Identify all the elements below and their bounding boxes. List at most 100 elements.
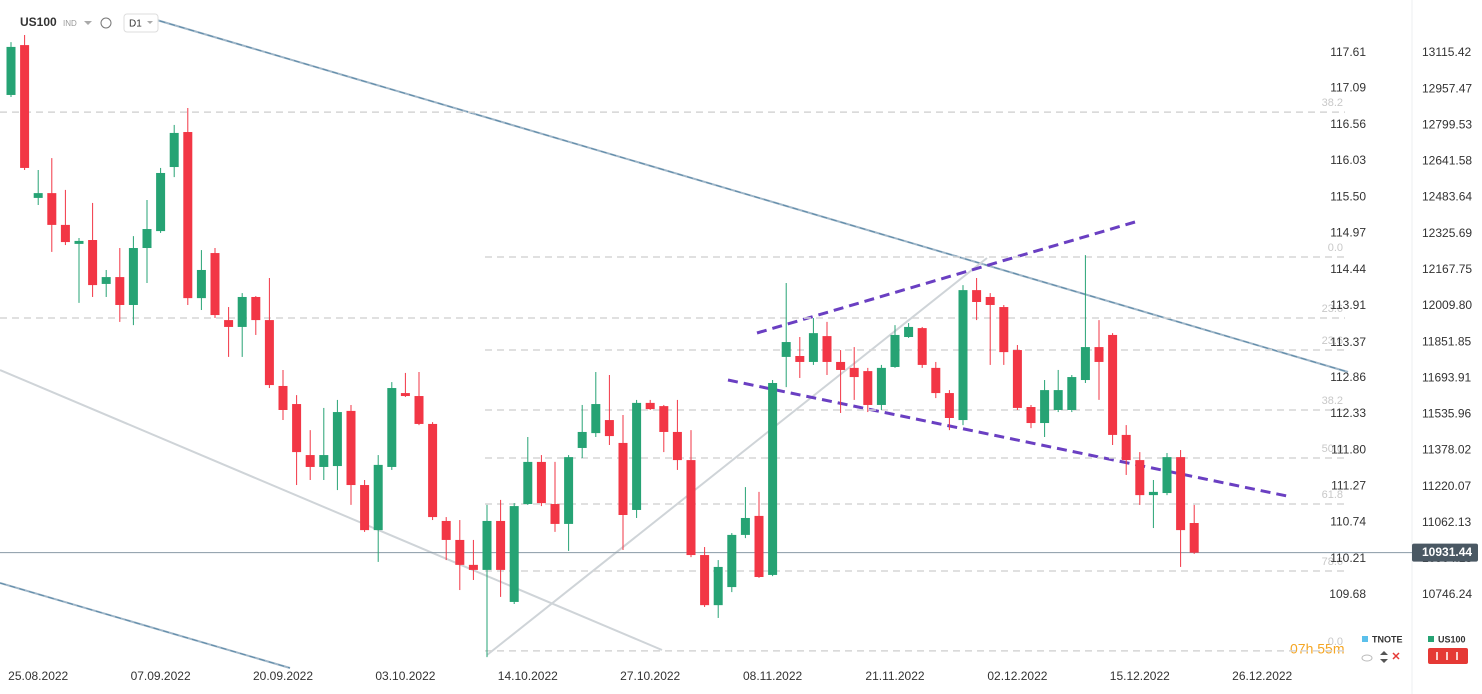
drawings	[0, 17, 1349, 669]
channel-line	[727, 378, 1288, 498]
fib-label: 78.6	[1322, 556, 1343, 568]
y2-tick-label: 111.27	[1331, 478, 1366, 492]
candle-body	[88, 240, 98, 286]
y-tick-label: 12957.47	[1422, 81, 1472, 95]
candle-body	[1162, 457, 1172, 494]
channel-line	[756, 220, 1136, 335]
candle-body	[917, 328, 927, 365]
y2-tick-label: 116.03	[1330, 153, 1366, 167]
candle-body	[781, 342, 791, 357]
candle-body	[482, 520, 492, 570]
x-tick-label: 07.09.2022	[131, 669, 191, 683]
x-tick-label: 26.12.2022	[1232, 669, 1292, 683]
y2-tick-label: 111.80	[1331, 442, 1366, 456]
symbol-type: IND	[63, 19, 77, 28]
y2-tick-label: 117.09	[1330, 81, 1366, 95]
candle-body	[237, 296, 247, 327]
legend-swatch	[1362, 636, 1368, 642]
candle-body	[1067, 377, 1077, 410]
candle-body	[700, 555, 710, 606]
remove-icon[interactable]	[1392, 652, 1400, 660]
candle-body	[251, 296, 261, 321]
candle-body	[754, 515, 764, 578]
timeframe-box[interactable]	[123, 13, 159, 33]
candle-body	[1135, 460, 1145, 496]
y-tick-label: 11693.91	[1422, 370, 1471, 384]
x-tick-label: 20.09.2022	[253, 669, 313, 683]
candle-body	[523, 461, 533, 505]
candle-body	[332, 412, 342, 467]
candle-body	[740, 517, 750, 535]
candle-body	[196, 269, 206, 299]
candle-body	[169, 132, 179, 168]
candle-body	[441, 520, 451, 540]
fib-label: 50.0	[1322, 443, 1343, 455]
candle-body	[156, 172, 166, 232]
y2-tick-label: 109.68	[1329, 587, 1366, 601]
candle-body	[1189, 523, 1199, 553]
candle-body	[455, 539, 465, 565]
fib-label: 0.0	[1328, 242, 1343, 254]
candle-body	[713, 566, 723, 606]
y2-tick-label: 117.61	[1330, 45, 1366, 59]
y2-tick-label: 115.50	[1330, 189, 1366, 203]
candle-body	[1108, 334, 1118, 435]
candle-body	[659, 406, 669, 432]
timeframe: D1	[129, 19, 142, 30]
candle-body	[428, 423, 438, 518]
candle-body	[292, 404, 302, 453]
candle-body	[264, 320, 274, 386]
candle-body	[1176, 457, 1186, 531]
candle-body	[373, 464, 383, 531]
candle-body	[183, 132, 193, 299]
candle-body	[768, 382, 778, 575]
candle-body	[33, 193, 43, 198]
x-tick-label: 02.12.2022	[987, 669, 1047, 683]
candle-body	[972, 290, 982, 303]
x-tick-label: 03.10.2022	[375, 669, 435, 683]
candle-body	[1053, 390, 1063, 410]
price-tag	[1412, 543, 1478, 562]
candle-body	[468, 564, 478, 570]
candle-body	[1148, 491, 1158, 496]
x-tick-label: 14.10.2022	[498, 669, 558, 683]
y2-tick-label: 116.56	[1330, 117, 1366, 131]
info-icon[interactable]	[100, 17, 112, 29]
candle-body	[632, 402, 642, 510]
y-tick-label: 12009.80	[1422, 298, 1472, 312]
candle-body	[128, 248, 138, 305]
fib-label: 23.6	[1322, 303, 1343, 315]
price-tag-label: 10931.44	[1422, 545, 1472, 559]
y-tick-label: 10746.24	[1422, 587, 1472, 601]
candle-body	[863, 371, 873, 405]
candle-body	[60, 224, 70, 243]
legend-swatch	[1428, 636, 1434, 642]
candle-body	[536, 461, 546, 504]
x-tick-label: 15.12.2022	[1110, 669, 1170, 683]
trend-line	[0, 369, 663, 651]
y2-tick-label: 112.33	[1330, 406, 1366, 420]
eye-icon[interactable]	[1361, 654, 1373, 662]
candle-body	[836, 361, 846, 370]
candle-body	[210, 253, 220, 316]
fib-label: 0.0	[1328, 636, 1343, 648]
y2-tick-label: 114.97	[1330, 226, 1366, 240]
settings-button[interactable]	[1428, 648, 1468, 664]
x-tick-label: 08.11.2022	[743, 669, 802, 683]
order-icon[interactable]	[1380, 651, 1388, 663]
candle-body	[305, 455, 315, 467]
candle-body	[6, 46, 16, 95]
candle-body	[1040, 390, 1050, 424]
y2-tick-label: 112.86	[1330, 370, 1366, 384]
legend-icons	[1361, 648, 1468, 664]
y-tick-label: 12641.58	[1422, 154, 1472, 168]
candle-body	[999, 307, 1009, 353]
trend-line	[0, 582, 291, 669]
candle-body	[360, 485, 370, 531]
candle-body	[1121, 434, 1131, 461]
dropdown-icon[interactable]	[84, 21, 92, 25]
candle-body	[47, 193, 57, 225]
dropdown-icon	[147, 21, 153, 24]
candle-body	[1026, 407, 1036, 424]
x-tick-label: 27.10.2022	[620, 669, 680, 683]
